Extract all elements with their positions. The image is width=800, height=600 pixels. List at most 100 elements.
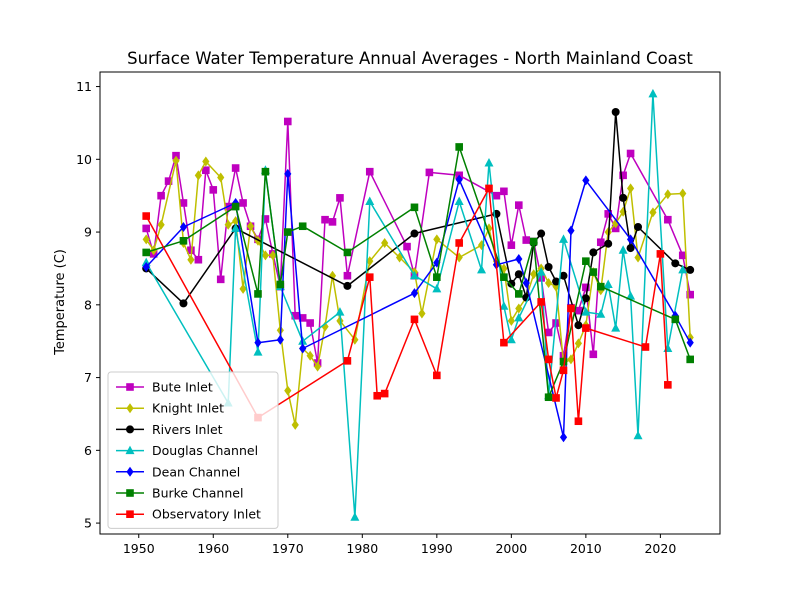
- data-point: [634, 222, 643, 231]
- data-point: [686, 355, 694, 364]
- legend-label: Observatory Inlet: [152, 507, 261, 522]
- data-point: [261, 215, 270, 223]
- data-point: [544, 262, 553, 271]
- y-tick-label: 6: [84, 443, 92, 458]
- data-point: [328, 218, 337, 226]
- legend-marker: [126, 383, 134, 391]
- data-point: [686, 337, 694, 348]
- data-point: [454, 196, 464, 206]
- data-point: [582, 257, 590, 265]
- legend-label: Burke Channel: [152, 486, 243, 501]
- data-point: [313, 361, 322, 372]
- data-point: [567, 304, 575, 313]
- y-tick-label: 9: [84, 225, 92, 240]
- x-tick-label: 1960: [197, 541, 229, 556]
- data-point: [582, 324, 590, 332]
- legend-box: [107, 371, 279, 529]
- data-point: [485, 223, 493, 234]
- x-tick-label: 2000: [495, 541, 527, 556]
- data-point: [283, 228, 292, 236]
- data-point: [410, 203, 419, 212]
- legend-marker: [126, 489, 134, 497]
- data-point: [559, 432, 568, 443]
- data-point: [410, 288, 419, 299]
- data-point: [582, 283, 590, 292]
- data-point: [284, 385, 292, 396]
- data-point: [194, 170, 202, 181]
- data-point: [179, 299, 188, 308]
- y-axis-label: Temperature (C): [53, 249, 68, 356]
- data-point: [507, 241, 516, 249]
- y-tick-label: 7: [84, 370, 92, 385]
- data-point: [246, 221, 255, 232]
- data-point: [537, 229, 546, 238]
- y-tick-label: 5: [84, 516, 92, 531]
- data-point: [224, 219, 232, 230]
- data-point: [603, 279, 613, 288]
- data-point: [284, 168, 292, 179]
- x-tick-label: 1990: [421, 541, 453, 556]
- data-point: [686, 290, 694, 299]
- data-point: [142, 212, 151, 220]
- series-layer: [141, 88, 695, 521]
- data-point: [626, 149, 635, 158]
- data-point: [202, 166, 210, 175]
- data-point: [678, 251, 687, 260]
- data-point: [589, 350, 598, 359]
- data-point: [373, 391, 382, 400]
- data-point: [306, 350, 314, 361]
- data-point: [664, 381, 672, 389]
- data-point: [433, 234, 441, 245]
- legend-marker: [126, 466, 134, 477]
- data-point: [269, 250, 277, 261]
- data-point: [596, 309, 606, 318]
- data-point: [686, 265, 695, 274]
- data-point: [626, 244, 635, 253]
- data-point: [157, 219, 165, 230]
- data-point: [611, 108, 620, 117]
- data-point: [500, 338, 508, 347]
- data-point: [432, 283, 442, 293]
- data-point: [515, 253, 523, 264]
- legend-label: Rivers Inlet: [152, 422, 223, 437]
- data-point: [381, 237, 389, 248]
- data-point: [581, 307, 591, 316]
- data-point: [276, 334, 284, 345]
- data-point: [179, 199, 188, 207]
- data-point: [187, 254, 195, 265]
- data-point: [545, 277, 553, 288]
- data-point: [589, 248, 598, 257]
- data-point: [507, 315, 515, 326]
- data-point: [574, 338, 583, 349]
- data-point: [596, 238, 605, 247]
- data-point: [365, 167, 374, 176]
- data-point: [552, 394, 560, 402]
- data-point: [216, 275, 225, 284]
- data-point: [492, 191, 501, 200]
- data-point: [261, 250, 270, 261]
- data-point: [343, 248, 352, 257]
- legend-marker: [126, 510, 134, 518]
- data-point: [299, 343, 307, 354]
- legend-entry: Dean Channel: [116, 464, 240, 479]
- legend-label: Bute Inlet: [152, 380, 213, 395]
- data-point: [567, 354, 575, 365]
- data-point: [142, 248, 151, 257]
- data-point: [172, 155, 180, 166]
- data-point: [514, 312, 524, 322]
- data-point: [477, 240, 486, 251]
- data-point: [231, 164, 240, 172]
- data-point: [409, 270, 419, 280]
- x-tick-label: 2010: [570, 541, 602, 556]
- data-point: [529, 237, 538, 246]
- data-point: [626, 183, 635, 194]
- data-point: [291, 419, 299, 430]
- axes-layer: 1950 1960 1970 1980 1990 2000 2010 2020 5 6 7 8 9 10 1…: [76, 71, 721, 556]
- plot-frame: [99, 71, 721, 535]
- legend-entry: Burke Channel: [116, 486, 243, 501]
- data-point: [514, 270, 523, 279]
- data-point: [142, 261, 150, 272]
- data-point: [283, 117, 292, 126]
- data-point: [336, 194, 344, 202]
- legend-entry: Observatory Inlet: [116, 507, 261, 522]
